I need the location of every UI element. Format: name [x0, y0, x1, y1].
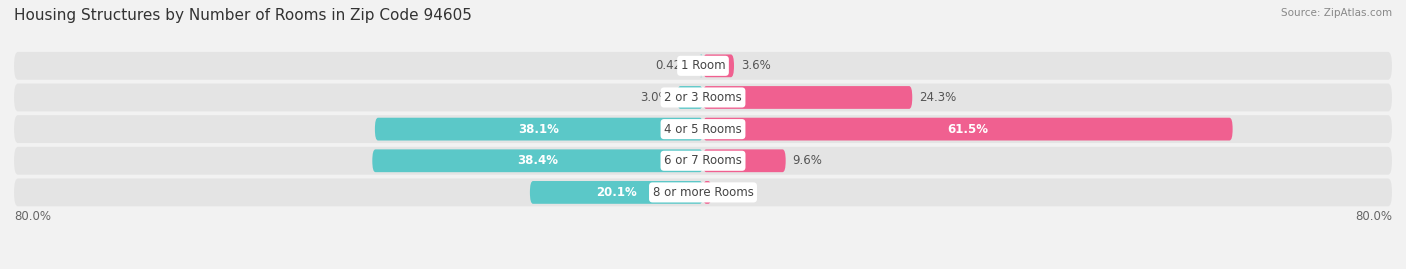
Text: Source: ZipAtlas.com: Source: ZipAtlas.com: [1281, 8, 1392, 18]
FancyBboxPatch shape: [373, 149, 703, 172]
Text: 20.1%: 20.1%: [596, 186, 637, 199]
FancyBboxPatch shape: [699, 54, 703, 77]
Text: 80.0%: 80.0%: [14, 210, 51, 224]
FancyBboxPatch shape: [703, 118, 1233, 140]
Text: 8 or more Rooms: 8 or more Rooms: [652, 186, 754, 199]
FancyBboxPatch shape: [703, 181, 711, 204]
Text: 4 or 5 Rooms: 4 or 5 Rooms: [664, 123, 742, 136]
FancyBboxPatch shape: [703, 54, 734, 77]
Text: 2 or 3 Rooms: 2 or 3 Rooms: [664, 91, 742, 104]
FancyBboxPatch shape: [678, 86, 703, 109]
FancyBboxPatch shape: [703, 149, 786, 172]
Legend: Owner-occupied, Renter-occupied: Owner-occupied, Renter-occupied: [572, 266, 834, 269]
Text: 1 Room: 1 Room: [681, 59, 725, 72]
FancyBboxPatch shape: [14, 52, 1392, 80]
Text: 24.3%: 24.3%: [920, 91, 956, 104]
FancyBboxPatch shape: [703, 86, 912, 109]
Text: Housing Structures by Number of Rooms in Zip Code 94605: Housing Structures by Number of Rooms in…: [14, 8, 472, 23]
FancyBboxPatch shape: [530, 181, 703, 204]
Text: 38.4%: 38.4%: [517, 154, 558, 167]
Text: 9.6%: 9.6%: [793, 154, 823, 167]
FancyBboxPatch shape: [14, 179, 1392, 206]
Text: 38.1%: 38.1%: [519, 123, 560, 136]
Text: 3.6%: 3.6%: [741, 59, 770, 72]
Text: 61.5%: 61.5%: [948, 123, 988, 136]
FancyBboxPatch shape: [375, 118, 703, 140]
Text: 3.0%: 3.0%: [641, 91, 671, 104]
Text: 6 or 7 Rooms: 6 or 7 Rooms: [664, 154, 742, 167]
FancyBboxPatch shape: [14, 84, 1392, 111]
Text: 80.0%: 80.0%: [1355, 210, 1392, 224]
FancyBboxPatch shape: [14, 115, 1392, 143]
FancyBboxPatch shape: [14, 147, 1392, 175]
Text: 0.98%: 0.98%: [718, 186, 755, 199]
Text: 0.42%: 0.42%: [655, 59, 693, 72]
